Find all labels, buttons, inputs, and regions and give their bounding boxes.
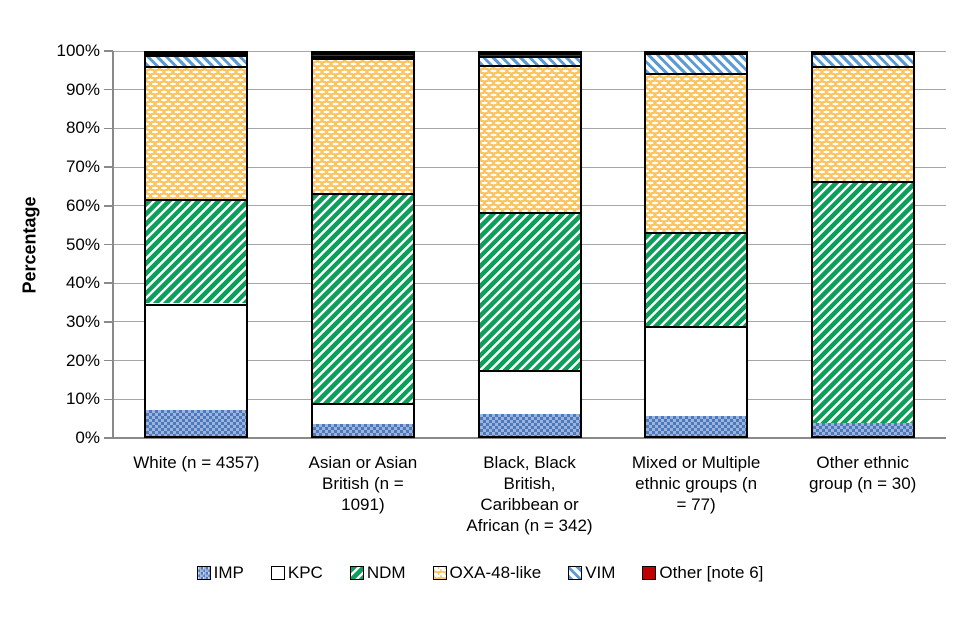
bar-segment-kpc — [146, 303, 247, 410]
bar-segment-vim — [812, 53, 913, 66]
legend: IMP KPC NDM OXA-48-like VIM Other [note 6] — [0, 563, 960, 583]
y-tick-label: 60% — [65, 195, 100, 215]
legend-label: Other [note 6] — [659, 563, 764, 582]
bar-segment-oxa — [646, 72, 747, 232]
legend-label: IMP — [213, 563, 244, 582]
bar — [477, 51, 582, 438]
legend-swatch-vim — [568, 566, 583, 580]
bar-segment-other — [146, 52, 247, 55]
bar-segment-oxa — [812, 65, 913, 181]
bar-segment-other — [479, 53, 580, 56]
y-tick-mark — [104, 166, 113, 168]
y-axis-line — [112, 51, 114, 438]
y-tick-label: 20% — [65, 350, 100, 370]
bar-segment-imp — [479, 413, 580, 436]
bar-segment-kpc — [312, 402, 413, 424]
bar-segment-ndm — [146, 198, 247, 304]
legend-label: OXA-48-like — [449, 563, 542, 582]
legend-label: VIM — [585, 563, 616, 582]
x-category-label: White (n = 4357) — [133, 453, 260, 472]
y-tick-mark — [104, 205, 113, 207]
y-tick-mark — [104, 359, 113, 362]
y-tick-mark — [104, 50, 113, 52]
bar — [810, 51, 915, 438]
x-category-label: Black, Black British, Caribbean or Afric… — [466, 453, 593, 535]
y-tick-label: 90% — [65, 79, 100, 99]
bar-segment-oxa — [479, 64, 580, 213]
y-tick-label: 70% — [65, 157, 100, 177]
bar-segment-ndm — [646, 231, 747, 327]
y-tick-label: 50% — [65, 234, 100, 254]
y-tick-label: 100% — [56, 41, 100, 60]
bar-segment-vim — [146, 54, 247, 67]
legend-label: NDM — [366, 563, 406, 582]
legend-swatch-other — [642, 566, 657, 580]
y-tick-label: 10% — [65, 389, 100, 409]
legend-item-oxa: OXA-48-like — [432, 563, 542, 583]
y-tick-label: 80% — [65, 118, 100, 138]
legend-item-ndm: NDM — [349, 563, 406, 583]
legend-item-kpc: KPC — [270, 563, 323, 583]
x-category-label: Other ethnic group (n = 30) — [809, 453, 917, 493]
bar-segment-vim — [312, 55, 413, 59]
legend-item-imp: IMP — [196, 563, 244, 583]
y-tick-label: 40% — [65, 273, 100, 293]
bar-segment-imp — [646, 416, 747, 436]
y-tick-mark — [104, 398, 113, 401]
legend-swatch-oxa — [432, 566, 447, 580]
bar-segment-kpc — [646, 326, 747, 417]
y-tick-mark — [104, 127, 113, 130]
y-tick-label: 0% — [75, 428, 100, 447]
legend-item-vim: VIM — [568, 563, 615, 583]
bar-segment-other — [312, 53, 413, 56]
y-tick-label: 30% — [65, 311, 100, 331]
bar — [644, 51, 749, 438]
y-tick-mark — [104, 88, 113, 91]
legend-swatch-ndm — [349, 566, 364, 580]
bar-segment-kpc — [479, 370, 580, 414]
bar-segment-imp — [146, 409, 247, 436]
bar — [144, 51, 249, 438]
legend-item-other: Other [note 6] — [642, 563, 763, 583]
bar — [310, 51, 415, 438]
bar-segment-vim — [646, 53, 747, 73]
bar-segment-imp — [812, 423, 913, 436]
y-tick-mark — [104, 437, 113, 439]
bar-segment-oxa — [146, 66, 247, 199]
legend-swatch-imp — [196, 566, 211, 580]
bar-segment-vim — [479, 55, 580, 65]
y-tick-mark — [104, 282, 113, 284]
x-axis-line — [112, 437, 946, 439]
x-category-label: Asian or Asian British (n = 1091) — [308, 453, 418, 514]
bar-segment-ndm — [312, 193, 413, 403]
x-category-label: Mixed or Multiple ethnic groups (n = 77) — [631, 453, 761, 514]
legend-label: KPC — [287, 563, 323, 582]
bar-segment-oxa — [312, 58, 413, 194]
legend-swatch-kpc — [270, 566, 285, 580]
y-tick-mark — [104, 243, 113, 246]
y-tick-mark — [104, 321, 113, 323]
bar-segment-ndm — [812, 180, 913, 424]
bar-segment-imp — [312, 423, 413, 436]
bar-segment-ndm — [479, 212, 580, 371]
